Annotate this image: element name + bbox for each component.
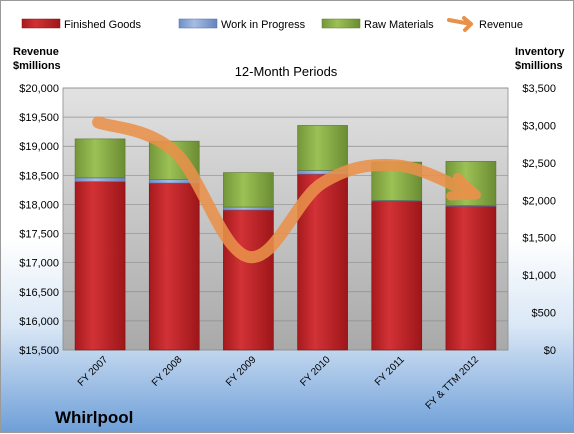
right-tick-label: $0 <box>544 345 556 357</box>
bar-work-in-progress <box>223 206 274 211</box>
left-tick-label: $19,000 <box>19 141 59 153</box>
category-label: FY 2007 <box>76 354 111 389</box>
bar-work-in-progress <box>74 177 126 182</box>
category-label: FY 2011 <box>373 354 407 388</box>
category-label: FY 2008 <box>150 354 185 389</box>
right-axis-label-line1: Inventory <box>515 46 565 58</box>
left-tick-label: $18,500 <box>19 170 59 182</box>
right-tick-label: $2,000 <box>522 195 556 207</box>
left-axis-ticks: $15,500 $16,000 $16,500 $17,000 $17,500 $18,0… <box>19 83 59 357</box>
category-label: FY & TTM 2012 <box>424 354 482 412</box>
legend-item-finished-goods: Finished Goods <box>21 18 142 31</box>
category-labels: FY 2007 FY 2008 FY 2009 FY 2010 FY 2011 FY & … <box>76 354 482 412</box>
legend-label-raw-materials: Raw Materials <box>364 19 434 31</box>
bar-finished-goods <box>371 200 423 351</box>
bar-finished-goods <box>74 181 126 351</box>
left-tick-label: $17,500 <box>19 229 59 241</box>
revenue-line <box>92 116 477 263</box>
category-label: FY 2010 <box>298 354 333 389</box>
right-tick-label: $500 <box>532 308 556 320</box>
left-tick-label: $18,000 <box>19 199 59 211</box>
right-axis-ticks: $0 $500 $1,000 $1,500 $2,000 $2,500 $3,000 $3,5… <box>522 83 556 357</box>
bar-finished-goods <box>148 182 200 351</box>
revenue-arrowhead <box>446 172 482 201</box>
legend-item-revenue: Revenue <box>447 16 523 32</box>
right-tick-label: $3,000 <box>522 120 556 132</box>
legend-item-raw-materials: Raw Materials <box>321 18 434 31</box>
left-tick-label: $16,500 <box>19 287 59 299</box>
left-axis-label-line2: $millions <box>13 60 61 72</box>
right-tick-label: $1,000 <box>522 270 556 282</box>
bar-finished-goods <box>223 209 274 351</box>
legend-label-finished-goods: Finished Goods <box>64 19 142 31</box>
bar-raw-materials <box>223 172 274 208</box>
bar-finished-goods <box>445 205 497 351</box>
company-name: Whirlpool <box>55 408 133 427</box>
left-tick-label: $17,000 <box>19 258 59 270</box>
right-tick-label: $1,500 <box>522 233 556 245</box>
left-tick-label: $19,500 <box>19 112 59 124</box>
left-tick-label: $15,500 <box>19 345 59 357</box>
right-tick-label: $2,500 <box>522 158 556 170</box>
right-tick-label: $3,500 <box>522 83 556 95</box>
left-tick-label: $16,000 <box>19 316 59 328</box>
chart-title: 12-Month Periods <box>235 64 338 79</box>
legend: Finished Goods Work in Progress Raw Mate… <box>21 16 523 32</box>
bar-raw-materials <box>297 125 348 171</box>
left-tick-label: $20,000 <box>19 83 59 95</box>
legend-item-work-in-progress: Work in Progress <box>178 18 306 31</box>
bar-raw-materials <box>74 138 126 179</box>
bars <box>74 125 497 351</box>
legend-label-work-in-progress: Work in Progress <box>221 19 306 31</box>
right-axis-label-line2: $millions <box>515 60 563 72</box>
legend-label-revenue: Revenue <box>479 19 523 31</box>
revenue-series <box>92 116 482 263</box>
category-label: FY 2009 <box>224 354 259 389</box>
left-axis-label-line1: Revenue <box>13 46 59 58</box>
